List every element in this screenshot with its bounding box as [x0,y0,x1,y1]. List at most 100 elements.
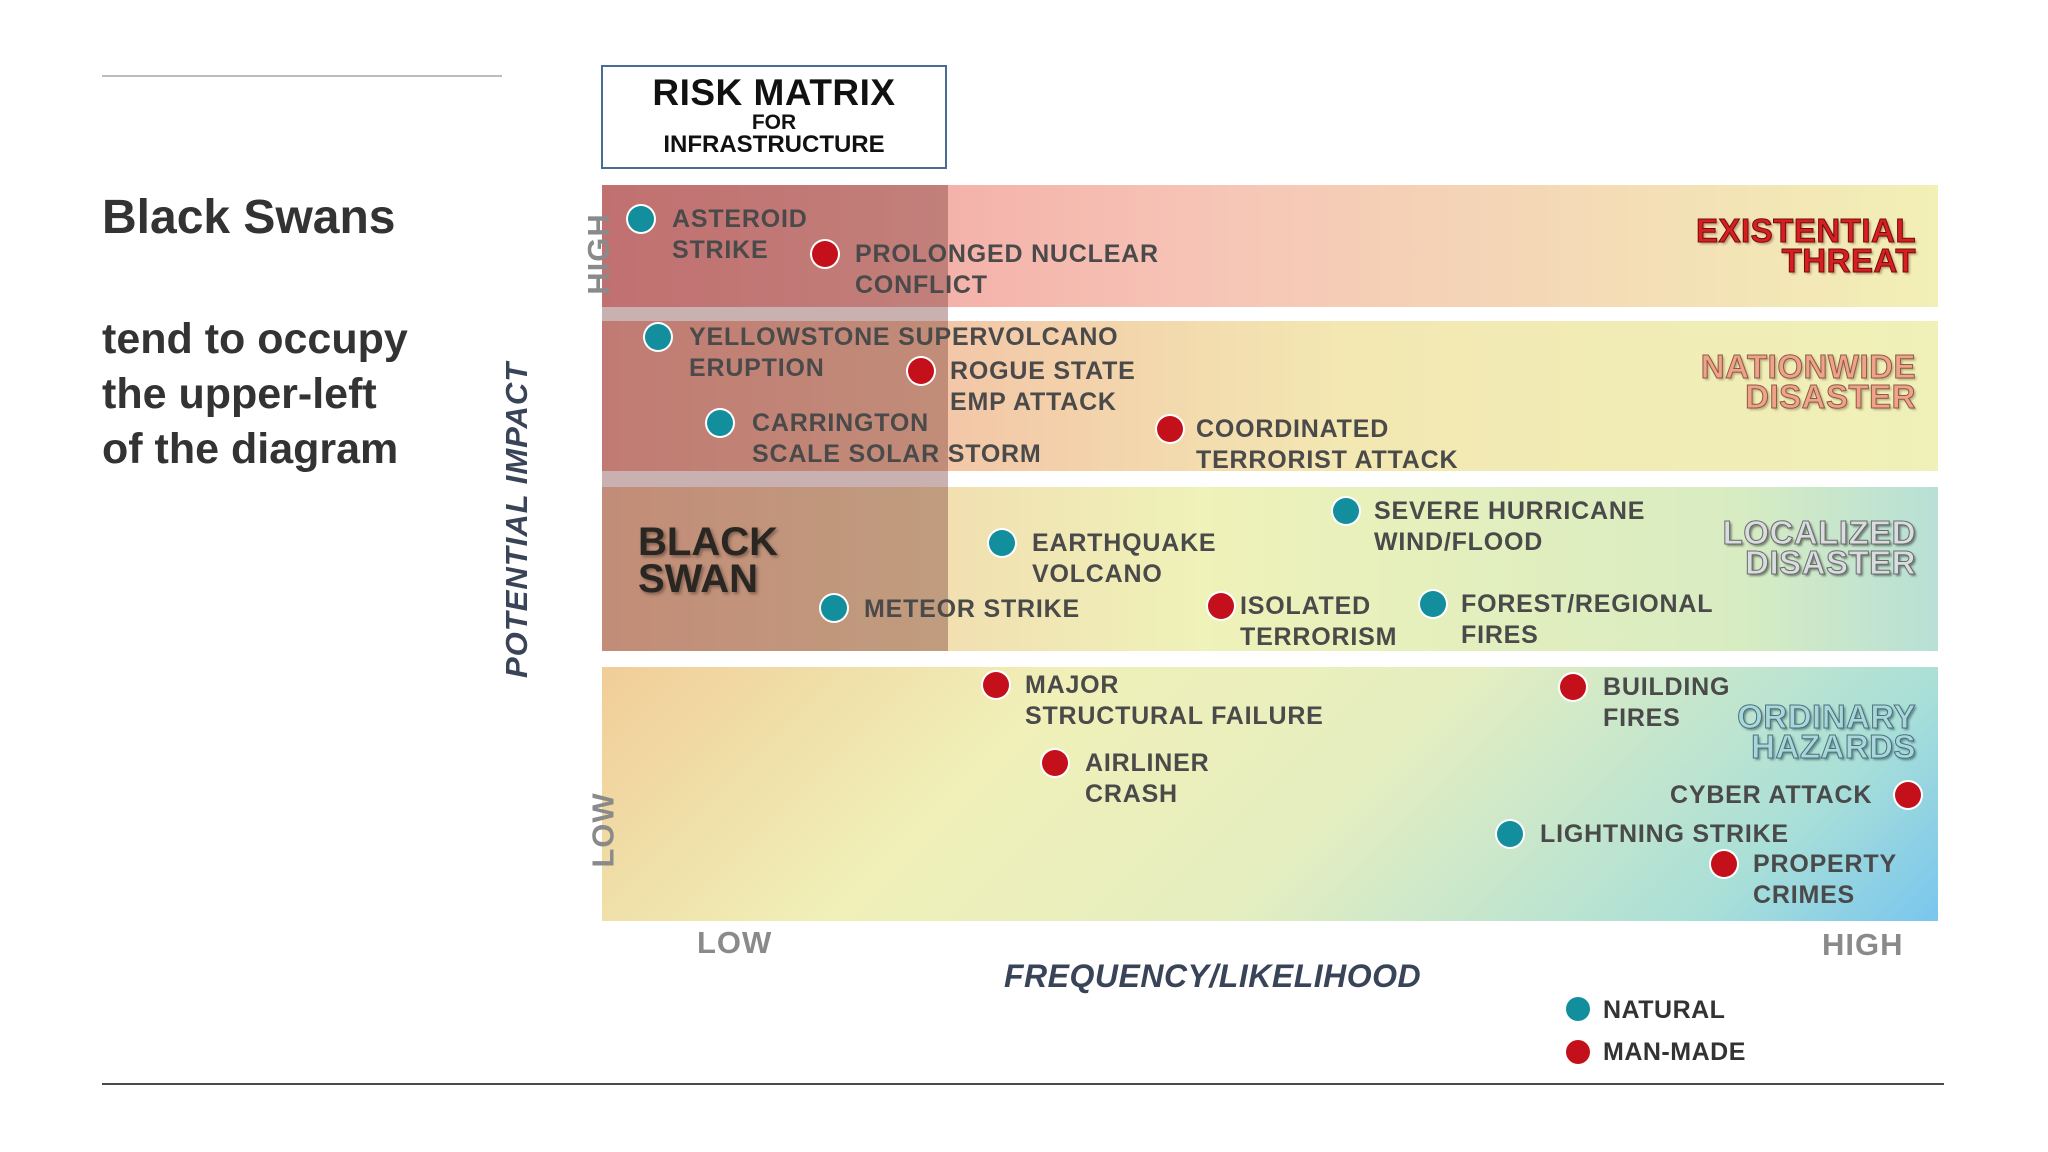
x-axis-title: FREQUENCY/LIKELIHOOD [1004,958,1422,994]
category-label-line: ORDINARY [1737,698,1916,735]
man-made-risk-dot [983,672,1009,698]
risk-airliner-crash: AIRLINER CRASH [1085,748,1209,810]
black-swan-zone [602,185,948,651]
man-made-risk-dot [908,358,934,384]
risk-label-line: CARRINGTON [752,409,929,437]
risk-label-line: ASTEROID [672,205,808,233]
risk-label-line: SCALE SOLAR STORM [752,440,1042,468]
natural-risk-dot [1497,821,1523,847]
slide-title: Black Swans [102,191,396,244]
risk-label-line: EARTHQUAKE [1032,529,1217,557]
risk-label-line: VOLCANO [1032,560,1163,588]
risk-label-line: ISOLATED [1240,592,1371,620]
man-made-risk-dot [1208,593,1234,619]
slide-body: tend to occupy the upper-left of the dia… [102,312,522,477]
risk-label-line: ROGUE STATE [950,357,1136,385]
top-divider [102,75,502,77]
legend-man-made-dot [1566,1040,1590,1064]
black-swan-label: BLACK SWAN [638,520,778,601]
risk-label-line: STRUCTURAL FAILURE [1025,702,1324,730]
risk-label-line: CYBER ATTACK [1670,781,1873,809]
x-axis-low-label: LOW [697,925,773,960]
y-axis-high-label: HIGH [580,213,616,295]
category-label-line: NATIONWIDE [1700,348,1916,385]
band-ordinary [602,667,1938,921]
risk-coordinated-terrorist-attack: COORDINATED TERRORIST ATTACK [1196,414,1458,476]
slide-body-line: the upper-left [102,370,377,418]
risk-label-line: METEOR STRIKE [864,595,1080,623]
risk-label-line: ERUPTION [689,354,825,382]
natural-risk-dot [989,530,1015,556]
risk-rogue-state-emp: ROGUE STATE EMP ATTACK [950,356,1136,418]
category-label-line: THREAT [1781,242,1916,279]
risk-property-crimes: PROPERTY CRIMES [1753,849,1897,911]
y-axis-low-label: LOW [585,792,621,868]
risk-label-line: EMP ATTACK [950,388,1117,416]
risk-forest-regional-fires: FOREST/REGIONAL FIRES [1461,589,1713,651]
risk-earthquake-volcano: EARTHQUAKE VOLCANO [1032,528,1216,590]
risk-label-line: WIND/FLOOD [1374,528,1544,556]
man-made-risk-dot [1560,674,1586,700]
category-label-line: DISASTER [1745,378,1916,415]
risk-carrington-solar-storm: CARRINGTON SCALE SOLAR STORM [752,408,1042,470]
risk-label-line: AIRLINER [1085,749,1210,777]
risk-label-line: TERRORIST ATTACK [1196,446,1459,474]
category-ordinary-hazards: ORDINARY HAZARDS [1737,698,1916,765]
category-nationwide-disaster: NATIONWIDE DISASTER [1700,348,1916,415]
risk-label-line: CRASH [1085,780,1178,808]
man-made-risk-dot [1895,782,1921,808]
risk-label-line: PROLONGED NUCLEAR [855,240,1159,268]
risk-major-structural-failure: MAJOR STRUCTURAL FAILURE [1025,670,1324,732]
risk-meteor-strike: METEOR STRIKE [864,594,1080,625]
risk-label-line: BUILDING [1603,673,1731,701]
risk-label-line: COORDINATED [1196,415,1390,443]
x-axis-high-label: HIGH [1822,927,1904,962]
slide-body-line: of the diagram [102,425,399,473]
risk-lightning-strike: LIGHTNING STRIKE [1540,819,1789,850]
risk-label-line: YELLOWSTONE SUPERVOLCANO [689,323,1119,351]
risk-prolonged-nuclear-conflict: PROLONGED NUCLEAR CONFLICT [855,239,1159,301]
category-label-line: DISASTER [1745,544,1916,581]
man-made-risk-dot [1042,750,1068,776]
risk-label-line: CRIMES [1753,881,1856,909]
natural-risk-dot [645,324,671,350]
matrix-title: RISK MATRIX [652,72,896,113]
band-nationwide [602,321,1938,471]
matrix-title-for: FOR [751,111,797,134]
risk-label-line: PROPERTY [1753,850,1897,878]
category-localized-disaster: LOCALIZED DISASTER [1722,514,1916,581]
risk-label-line: SEVERE HURRICANE [1374,497,1646,525]
risk-cyber-attack: CYBER ATTACK [1670,780,1872,811]
category-label-line: EXISTENTIAL [1695,212,1916,249]
natural-risk-dot [1333,498,1359,524]
natural-risk-dot [1420,591,1446,617]
category-existential-threat: EXISTENTIAL THREAT [1695,212,1916,279]
risk-asteroid-strike: ASTEROID STRIKE [672,204,808,266]
risk-label-line: FIRES [1461,621,1539,649]
legend-man-made-label: MAN-MADE [1603,1038,1746,1066]
category-label-line: LOCALIZED [1722,514,1916,551]
risk-label-line: TERRORISM [1240,623,1398,651]
legend-natural-label: NATURAL [1603,996,1726,1024]
risk-label-line: STRIKE [672,236,769,264]
man-made-risk-dot [1157,416,1183,442]
man-made-risk-dot [1711,851,1737,877]
natural-risk-dot [821,595,847,621]
risk-label-line: LIGHTNING STRIKE [1540,820,1789,848]
risk-label-line: FIRES [1603,704,1681,732]
risk-label-line: MAJOR [1025,671,1120,699]
risk-severe-hurricane: SEVERE HURRICANE WIND/FLOOD [1374,496,1645,558]
bottom-divider [102,1083,1944,1085]
risk-label-line: CONFLICT [855,271,988,299]
matrix-title-subject: INFRASTRUCTURE [663,131,885,158]
natural-risk-dot [707,410,733,436]
black-swan-label-line: SWAN [638,557,758,601]
category-label-line: HAZARDS [1751,728,1916,765]
matrix-title-box: RISK MATRIX FOR INFRASTRUCTURE [601,65,947,169]
risk-label-line: FOREST/REGIONAL [1461,590,1714,618]
man-made-risk-dot [812,241,838,267]
risk-yellowstone-supervolcano: YELLOWSTONE SUPERVOLCANO ERUPTION [689,322,1118,384]
black-swan-label-line: BLACK [638,520,778,564]
natural-risk-dot [628,206,654,232]
slide-body-line: tend to occupy [102,315,408,363]
